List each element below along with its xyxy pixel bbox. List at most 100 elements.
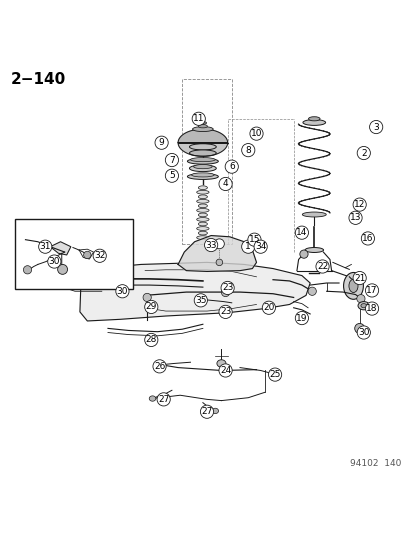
Text: 4: 4 xyxy=(222,180,228,189)
Ellipse shape xyxy=(357,302,369,310)
Circle shape xyxy=(165,154,178,167)
Text: 16: 16 xyxy=(361,234,373,243)
Text: 34: 34 xyxy=(254,242,266,251)
Circle shape xyxy=(221,309,229,317)
Ellipse shape xyxy=(198,195,207,199)
Ellipse shape xyxy=(302,119,325,125)
Circle shape xyxy=(307,287,316,295)
Text: 23: 23 xyxy=(221,284,233,293)
Circle shape xyxy=(157,393,170,406)
Ellipse shape xyxy=(198,186,207,190)
Text: 30: 30 xyxy=(48,257,60,266)
Ellipse shape xyxy=(190,158,215,161)
Circle shape xyxy=(145,333,157,346)
Circle shape xyxy=(348,211,361,224)
Text: 6: 6 xyxy=(228,162,234,171)
Bar xyxy=(15,219,133,289)
Text: 27: 27 xyxy=(158,395,169,404)
Ellipse shape xyxy=(211,408,218,414)
Ellipse shape xyxy=(157,362,163,367)
Circle shape xyxy=(218,305,232,319)
Circle shape xyxy=(154,136,168,149)
Ellipse shape xyxy=(301,212,325,217)
Ellipse shape xyxy=(196,236,209,239)
Text: 11: 11 xyxy=(192,114,204,123)
Text: 19: 19 xyxy=(295,313,307,322)
Circle shape xyxy=(145,300,157,313)
Circle shape xyxy=(204,238,217,252)
Text: 33: 33 xyxy=(205,240,216,249)
Circle shape xyxy=(216,259,222,265)
Circle shape xyxy=(200,405,213,418)
Ellipse shape xyxy=(196,208,209,212)
Text: 30: 30 xyxy=(116,287,128,296)
Circle shape xyxy=(218,364,232,377)
Ellipse shape xyxy=(198,231,207,235)
Circle shape xyxy=(165,169,178,182)
Ellipse shape xyxy=(196,199,209,203)
Circle shape xyxy=(47,255,61,268)
Circle shape xyxy=(369,120,382,134)
Circle shape xyxy=(194,294,207,307)
Text: 27: 27 xyxy=(201,407,212,416)
Ellipse shape xyxy=(271,371,278,377)
Circle shape xyxy=(83,251,91,259)
Ellipse shape xyxy=(198,213,207,217)
Circle shape xyxy=(152,360,166,373)
Circle shape xyxy=(365,302,378,315)
Text: 32: 32 xyxy=(94,251,105,260)
Circle shape xyxy=(225,160,238,173)
Circle shape xyxy=(352,271,366,285)
Text: 5: 5 xyxy=(169,171,174,180)
Text: 25: 25 xyxy=(269,370,280,379)
Circle shape xyxy=(356,147,370,160)
Text: 22: 22 xyxy=(316,262,328,271)
Text: 23: 23 xyxy=(219,308,231,317)
Ellipse shape xyxy=(343,272,363,300)
Ellipse shape xyxy=(189,144,216,150)
Circle shape xyxy=(294,311,308,325)
Circle shape xyxy=(356,295,364,303)
Polygon shape xyxy=(178,236,256,271)
Ellipse shape xyxy=(191,173,214,177)
Ellipse shape xyxy=(198,222,207,226)
Text: 14: 14 xyxy=(295,228,307,237)
Circle shape xyxy=(361,232,374,245)
Circle shape xyxy=(116,285,129,298)
Text: 24: 24 xyxy=(219,366,230,375)
Ellipse shape xyxy=(360,304,366,308)
Circle shape xyxy=(249,127,263,140)
Text: 9: 9 xyxy=(158,138,164,147)
Text: 94102  140: 94102 140 xyxy=(349,459,400,468)
Circle shape xyxy=(218,177,232,191)
Circle shape xyxy=(268,368,281,381)
Text: 29: 29 xyxy=(145,302,157,311)
Circle shape xyxy=(38,240,52,253)
Text: 2: 2 xyxy=(360,149,366,158)
Ellipse shape xyxy=(308,117,319,121)
Text: 13: 13 xyxy=(349,213,361,222)
Circle shape xyxy=(299,250,307,259)
Circle shape xyxy=(143,293,151,302)
Text: 12: 12 xyxy=(353,200,364,209)
Circle shape xyxy=(247,233,261,246)
Text: 10: 10 xyxy=(250,129,261,138)
Bar xyxy=(182,79,231,244)
Circle shape xyxy=(23,265,31,274)
Bar xyxy=(189,147,216,153)
Circle shape xyxy=(365,284,378,297)
Circle shape xyxy=(241,143,254,157)
Ellipse shape xyxy=(192,127,213,132)
Circle shape xyxy=(315,260,328,273)
Text: 7: 7 xyxy=(169,156,174,165)
Circle shape xyxy=(199,296,206,303)
Circle shape xyxy=(356,326,370,339)
Text: 15: 15 xyxy=(248,235,260,244)
Ellipse shape xyxy=(187,174,218,180)
Circle shape xyxy=(254,240,267,253)
Ellipse shape xyxy=(187,158,218,164)
Ellipse shape xyxy=(198,204,207,208)
Ellipse shape xyxy=(189,150,216,156)
Text: 17: 17 xyxy=(366,286,377,295)
Polygon shape xyxy=(178,143,227,156)
